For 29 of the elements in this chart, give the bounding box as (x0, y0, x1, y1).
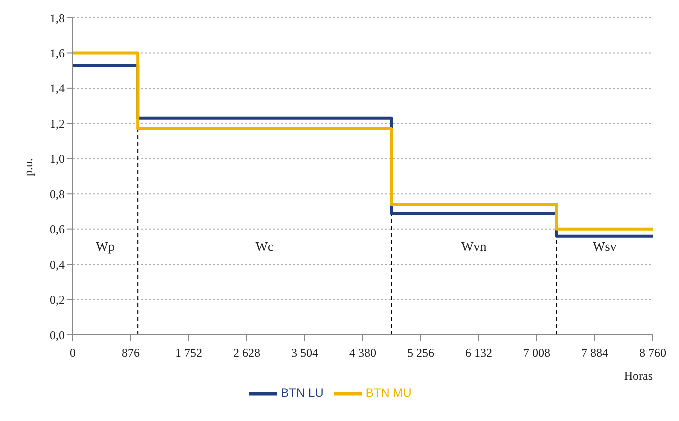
annotation: Wvn (462, 238, 488, 254)
x-tick-label: 1 752 (176, 346, 202, 360)
legend-label: BTN MU (366, 386, 412, 400)
y-tick-label: 1,6 (50, 46, 65, 60)
y-tick-label: 0,6 (50, 222, 65, 237)
x-tick-label: 7 008 (524, 346, 550, 360)
x-tick-label: 3 504 (292, 346, 318, 360)
y-tick-label: 0,8 (50, 187, 65, 202)
legend-label: BTN LU (281, 386, 324, 400)
x-tick-label: 2 628 (234, 346, 260, 360)
x-tick-label: 5 256 (408, 346, 434, 360)
y-tick-label: 1,4 (50, 82, 65, 96)
annotation: Wsv (592, 238, 618, 254)
x-tick-label: 0 (70, 346, 76, 360)
y-tick-label: 1,8 (50, 11, 65, 26)
y-tick-label: 1,0 (50, 152, 65, 166)
x-axis-title: Horas (624, 369, 654, 383)
x-tick-label: 4 380 (350, 346, 376, 360)
x-tick-label: 8 760 (640, 346, 666, 360)
x-tick-label: 876 (122, 346, 140, 360)
y-tick-label: 1,2 (50, 116, 65, 131)
y-tick-label: 0,2 (50, 293, 65, 308)
x-tick-label: 6 132 (466, 346, 492, 360)
y-tick-label: 0,4 (50, 258, 65, 272)
annotation: Wp (96, 238, 115, 254)
y-tick-label: 0,0 (50, 328, 65, 342)
annotation: Wc (256, 238, 274, 254)
x-tick-label: 7 884 (582, 346, 608, 360)
y-axis-title: p.u. (21, 158, 36, 176)
